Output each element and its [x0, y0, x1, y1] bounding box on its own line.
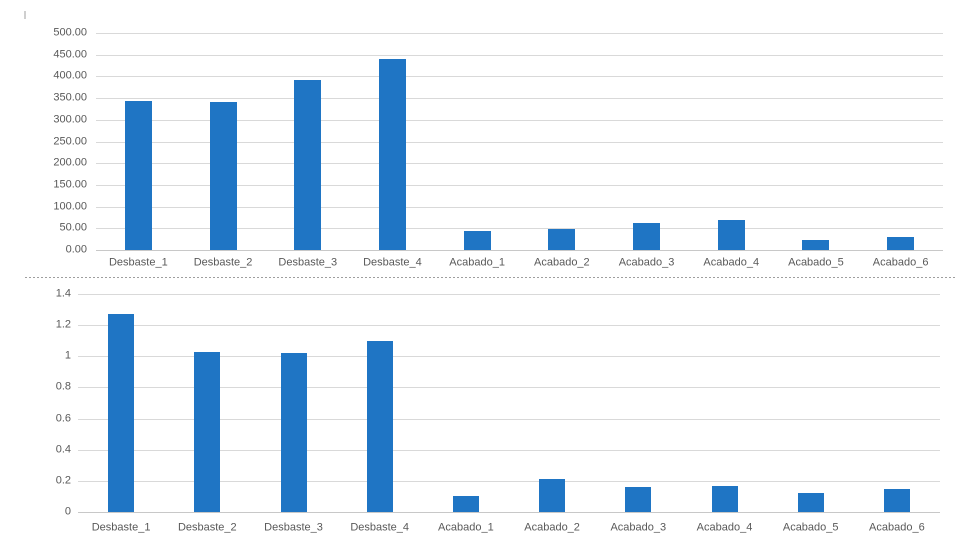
x-tick-label: Acabado_2 — [524, 521, 580, 534]
y-tick-label: 0.6 — [55, 412, 71, 425]
bar-acabado_4 — [717, 220, 745, 250]
bar-desbaste_2 — [194, 351, 221, 512]
y-tick-label: 300.00 — [53, 113, 87, 126]
x-tick-label: Desbaste_2 — [193, 256, 253, 269]
x-tick-label: Acabado_3 — [610, 521, 667, 534]
x-tick-label: Acabado_5 — [782, 521, 839, 534]
stray-tick-artifact — [24, 11, 26, 19]
gridline — [78, 480, 940, 482]
y-tick-label: 450.00 — [53, 48, 87, 61]
x-tick-label: Acabado_4 — [703, 256, 760, 269]
x-tick-label: Acabado_3 — [618, 256, 675, 269]
x-tick-label: Desbaste_1 — [91, 521, 151, 534]
bar-acabado_5 — [797, 493, 824, 512]
bar-acabado_1 — [463, 231, 491, 250]
bar-acabado_2 — [548, 229, 576, 250]
y-tick-label: 50.00 — [59, 221, 87, 234]
x-tick-label: Desbaste_4 — [350, 521, 410, 534]
bar-desbaste_4 — [366, 340, 393, 512]
x-tick-label: Acabado_1 — [449, 256, 505, 269]
x-tick-label: Desbaste_3 — [278, 256, 338, 269]
gridline — [78, 387, 940, 389]
bar-desbaste_3 — [294, 79, 322, 250]
y-tick-label: 250.00 — [53, 135, 87, 147]
bar-acabado_3 — [633, 223, 661, 250]
gridline — [78, 449, 940, 451]
bar-acabado_4 — [711, 485, 738, 512]
gridline — [96, 184, 943, 186]
gridline — [78, 418, 940, 420]
bar-acabado_6 — [883, 488, 910, 512]
bar-desbaste_3 — [280, 353, 307, 512]
gridline — [96, 141, 943, 143]
y-tick-label: 0.8 — [55, 380, 71, 393]
gridline — [96, 33, 943, 34]
gridline — [96, 228, 943, 230]
bar-desbaste_1 — [108, 314, 135, 512]
y-tick-label: 1.4 — [55, 287, 71, 300]
x-tick-label: Acabado_4 — [696, 521, 753, 534]
gridline — [78, 294, 940, 295]
gridline — [96, 206, 943, 208]
y-tick-label: 1 — [64, 349, 71, 362]
y-tick-label: 1.2 — [55, 318, 71, 331]
x-tick-label: Desbaste_2 — [177, 521, 237, 534]
gridline — [96, 98, 943, 100]
gridline — [96, 163, 943, 165]
y-tick-label: 350.00 — [53, 91, 87, 104]
gridline — [96, 119, 943, 121]
x-tick-label: Acabado_2 — [534, 256, 590, 269]
x-tick-label: Acabado_6 — [872, 256, 929, 269]
y-tick-label: 100.00 — [53, 200, 87, 213]
x-tick-label: Desbaste_3 — [264, 521, 323, 534]
x-tick-label: Desbaste_1 — [108, 256, 168, 269]
bar-acabado_2 — [539, 479, 566, 512]
bar-acabado_5 — [802, 240, 830, 250]
chart-separator — [25, 277, 956, 278]
bar-acabado_3 — [625, 487, 652, 512]
bar-acabado_6 — [887, 236, 915, 250]
x-tick-label: Acabado_5 — [788, 256, 844, 269]
x-axis-line — [96, 250, 943, 251]
y-tick-label: 500.00 — [53, 26, 87, 39]
y-tick-label: 200.00 — [53, 156, 87, 169]
x-tick-label: Desbaste_4 — [363, 256, 422, 269]
bar-acabado_1 — [452, 496, 479, 512]
y-tick-label: 0.00 — [65, 243, 87, 256]
bar-desbaste_1 — [124, 100, 152, 250]
y-tick-label: 0.2 — [55, 474, 71, 487]
gridline — [78, 356, 940, 358]
gridline — [96, 76, 943, 78]
bar-desbaste_4 — [378, 59, 406, 250]
y-tick-label: 0 — [64, 505, 71, 518]
y-tick-label: 150.00 — [53, 178, 87, 191]
y-tick-label: 0.4 — [55, 443, 71, 456]
gridline — [78, 325, 940, 327]
gridline — [96, 54, 943, 56]
x-axis-line — [78, 512, 940, 513]
x-tick-label: Acabado_1 — [438, 521, 494, 534]
x-tick-label: Acabado_6 — [869, 521, 925, 534]
y-tick-label: 400.00 — [53, 69, 87, 82]
bar-desbaste_2 — [209, 102, 237, 250]
